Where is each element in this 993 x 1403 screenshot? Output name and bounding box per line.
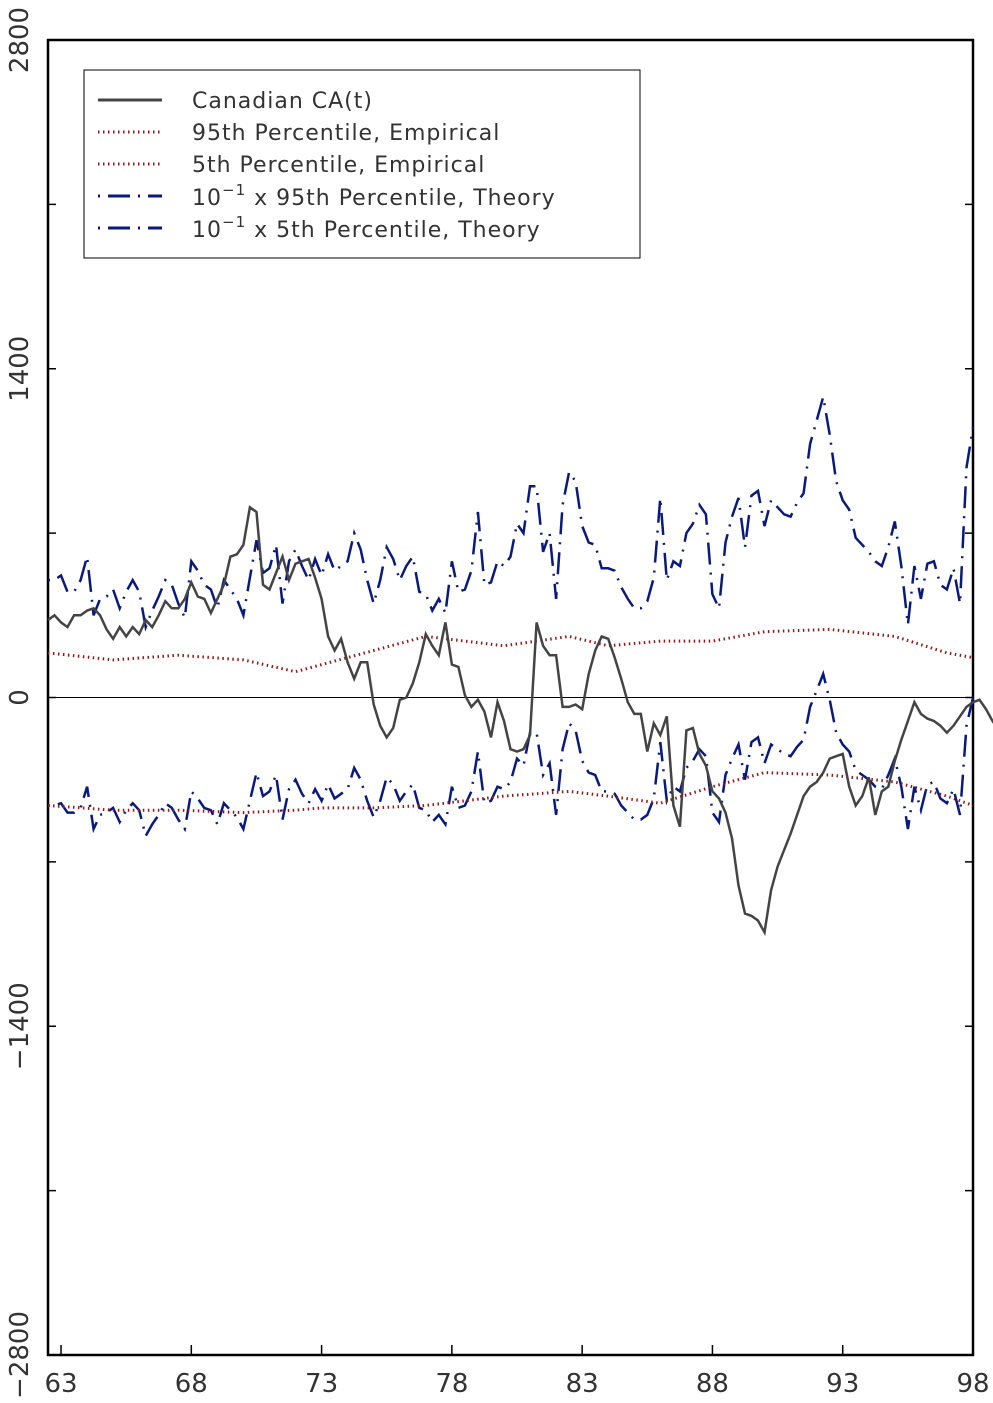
x-axis: 63 68 73 78 83 88 93 98 [44, 1345, 990, 1399]
legend-label-p5t-suffix: x 5th Percentile, Theory [246, 218, 541, 243]
x-tick-label: 83 [566, 1369, 599, 1399]
series-theory-95 [48, 396, 975, 632]
legend-label-p95t-sup: −1 [222, 181, 246, 199]
legend-label-p95e: 95th Percentile, Empirical [192, 121, 500, 146]
legend-label-p5t-prefix: 10 [192, 218, 222, 243]
legend-label-p5t: 10−1 x 5th Percentile, Theory [192, 213, 541, 243]
legend: Canadian CA(t) 95th Percentile, Empirica… [83, 69, 641, 259]
x-tick-label: 88 [696, 1369, 729, 1399]
x-tick-label: 78 [435, 1369, 468, 1399]
y-tick-label: 2800 [5, 7, 35, 73]
y-tick-label: 0 [5, 689, 35, 706]
x-tick-label: 73 [305, 1369, 338, 1399]
legend-label-ca: Canadian CA(t) [192, 89, 373, 114]
legend-label-p95t-suffix: x 95th Percentile, Theory [246, 186, 556, 211]
legend-label-p5e: 5th Percentile, Empirical [192, 153, 485, 178]
legend-label-p95t-prefix: 10 [192, 186, 222, 211]
y-tick-label: −1400 [5, 982, 35, 1070]
series-layer [47, 396, 993, 937]
series-theory-5 [48, 669, 975, 840]
x-tick-label: 93 [826, 1369, 859, 1399]
x-tick-label: 98 [956, 1369, 989, 1399]
y-axis: −2800 −1400 0 1400 2800 [5, 7, 973, 1399]
legend-label-p5t-sup: −1 [222, 213, 246, 231]
x-tick-label: 68 [175, 1369, 208, 1399]
series-ca [47, 505, 993, 937]
legend-label-p95t: 10−1 x 95th Percentile, Theory [192, 181, 556, 211]
legend-box [83, 69, 641, 259]
y-tick-label: −2800 [5, 1311, 35, 1399]
y-tick-label: 1400 [5, 336, 35, 402]
x-tick-label: 63 [44, 1369, 77, 1399]
